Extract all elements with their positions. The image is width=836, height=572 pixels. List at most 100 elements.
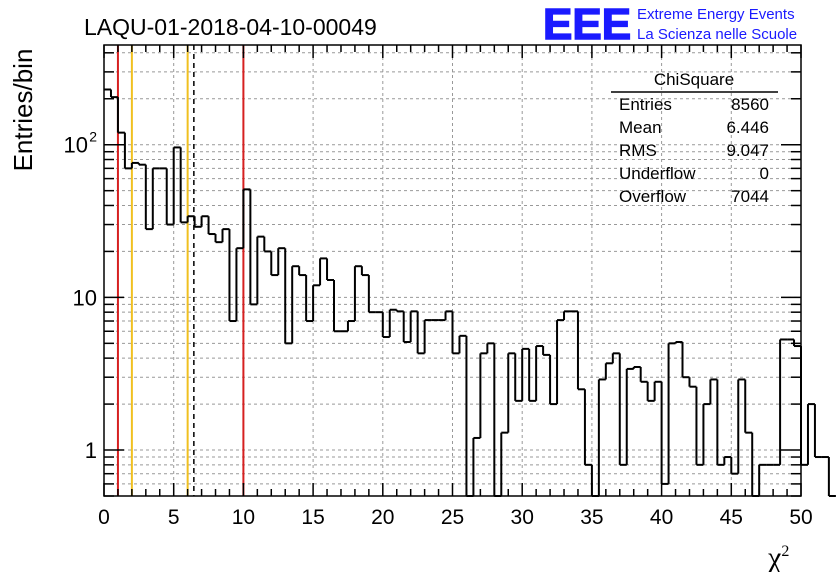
histogram-bin xyxy=(354,265,363,276)
histogram-bin xyxy=(731,379,740,475)
histogram-bin xyxy=(375,311,384,338)
histogram-bin xyxy=(633,365,642,382)
stats-value-overflow: 7044 xyxy=(731,187,769,206)
histogram-bin xyxy=(403,311,412,344)
histogram-bin xyxy=(689,385,698,465)
logo-mark: EEE xyxy=(543,0,631,49)
x-tick-label: 5 xyxy=(168,506,180,529)
x-tick-label: 20 xyxy=(371,506,394,529)
histogram-bin xyxy=(145,168,154,231)
y-tick-label: 1 xyxy=(85,438,97,463)
histogram-bin xyxy=(738,378,747,433)
histogram-bin xyxy=(292,265,301,276)
x-tick-label: 35 xyxy=(580,506,603,529)
logo-line2: La Scienza nelle Scuole xyxy=(637,26,797,43)
histogram-bin xyxy=(194,216,203,228)
histogram-bin xyxy=(591,379,600,497)
histogram-bin xyxy=(717,457,726,466)
histogram-bin xyxy=(271,248,280,277)
histogram-bin xyxy=(661,343,670,485)
x-tick-label: 15 xyxy=(301,506,324,529)
histogram-bin xyxy=(222,228,231,322)
stats-label-entries: Entries xyxy=(619,95,672,114)
histogram-bin xyxy=(473,353,482,439)
histogram-bin xyxy=(773,339,782,466)
histogram-bin xyxy=(361,274,370,313)
histogram-bin xyxy=(626,366,635,370)
histogram-bin xyxy=(508,352,517,401)
histogram-bin xyxy=(104,88,112,98)
x-tick-label: 45 xyxy=(720,506,743,529)
x-tick-label: 10 xyxy=(232,506,255,529)
histogram-bin xyxy=(494,432,503,497)
x-tick-label: 0 xyxy=(98,506,110,529)
histogram-bin xyxy=(752,464,761,497)
marker-lines xyxy=(116,45,245,496)
histogram-bin xyxy=(466,437,475,497)
histogram-bin xyxy=(710,378,719,465)
x-tick-label: 40 xyxy=(650,506,673,529)
histogram-bin xyxy=(550,320,559,406)
histogram-bin xyxy=(612,352,621,465)
histogram-bin xyxy=(668,342,677,345)
histogram-bin xyxy=(264,250,273,276)
x-axis-label: χ2 xyxy=(767,541,789,572)
histogram-bin xyxy=(445,310,454,354)
histogram-bin xyxy=(306,285,315,323)
histogram-bin xyxy=(124,162,133,170)
histogram-bin xyxy=(382,309,391,339)
histogram-bin xyxy=(173,146,182,223)
histogram-bin xyxy=(313,258,322,287)
grid xyxy=(104,45,801,496)
histogram-bin xyxy=(543,353,552,405)
histogram-bin xyxy=(807,403,816,458)
histogram-bin xyxy=(166,147,175,226)
x-tick-label: 25 xyxy=(441,506,464,529)
histogram-bin xyxy=(821,456,830,496)
histogram-bin xyxy=(187,215,196,227)
histogram-bin xyxy=(180,216,189,224)
stats-title: ChiSquare xyxy=(654,70,734,89)
histogram-bin xyxy=(675,341,684,378)
eee-logo: EEE Extreme Energy Events La Scienza nel… xyxy=(542,0,797,50)
y-axis-label: Entries/bin xyxy=(8,49,38,172)
histogram-bin xyxy=(654,380,663,484)
chart-title: LAQU-01-2018-04-10-00049 xyxy=(84,14,377,40)
histogram-bin xyxy=(647,381,656,402)
stats-label-overflow: Overflow xyxy=(619,187,687,206)
histogram-bin xyxy=(584,463,593,496)
histogram-bin xyxy=(229,248,238,323)
stats-value-mean: 6.446 xyxy=(726,118,769,137)
histogram-bin xyxy=(320,257,329,280)
histogram-bin xyxy=(801,404,809,466)
histogram-bin xyxy=(159,167,168,225)
histogram-bin xyxy=(438,311,447,322)
histogram-bin xyxy=(459,334,468,496)
histogram-bin xyxy=(243,188,252,305)
histogram-bin xyxy=(299,274,308,322)
histogram-bin xyxy=(215,229,224,244)
histogram-bin xyxy=(515,348,524,402)
histogram-bin xyxy=(501,353,510,434)
histogram-bin xyxy=(703,379,712,406)
stats-value-entries: 8560 xyxy=(731,95,769,114)
histogram-bin xyxy=(522,347,531,401)
histogram-bin xyxy=(570,310,579,390)
x-axis-label-power: 2 xyxy=(781,543,789,560)
stats-label-underflow: Underflow xyxy=(619,164,696,183)
histogram-bin xyxy=(577,388,586,465)
stats-label-mean: Mean xyxy=(619,118,662,137)
histogram-bin xyxy=(696,404,705,466)
y-tick-label: 10 xyxy=(64,133,88,158)
histogram-bin xyxy=(131,161,140,165)
stats-label-rms: RMS xyxy=(619,141,657,160)
histogram-bin xyxy=(536,345,545,355)
y-tick-label-exponent: 2 xyxy=(89,129,97,145)
stats-value-underflow: 0 xyxy=(760,164,769,183)
x-axis: 0 5 10 15 20 25 30 35 40 45 50 xyxy=(98,45,813,529)
histogram-bin xyxy=(138,163,147,230)
histogram-bin xyxy=(487,342,496,496)
histogram-bin xyxy=(557,311,566,322)
